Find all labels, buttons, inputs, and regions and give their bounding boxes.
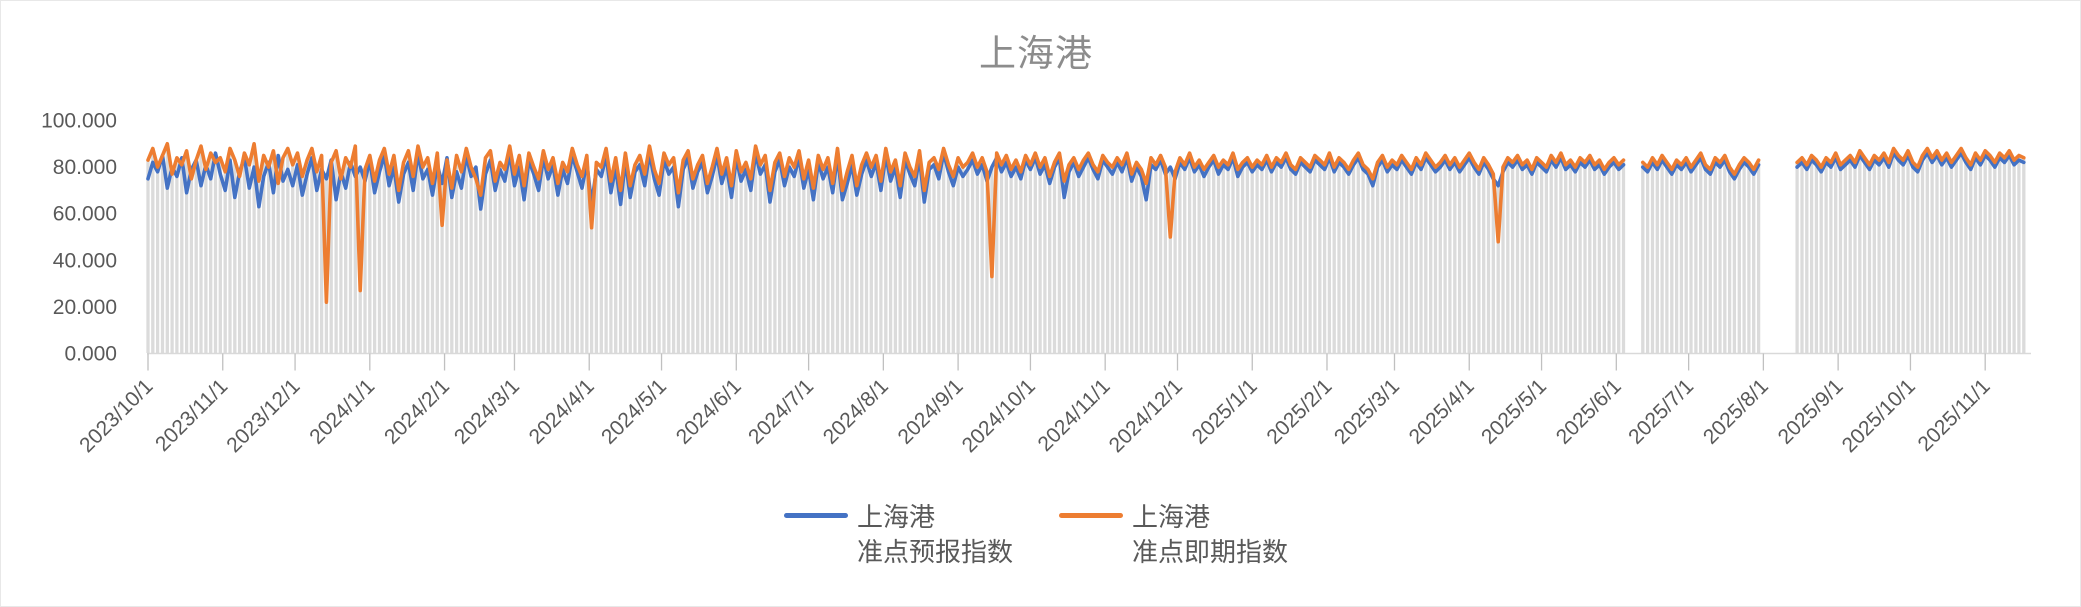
x-axis-tick-label: 2024/12/1 bbox=[1105, 375, 1187, 457]
y-axis-tick-label: 60.000 bbox=[53, 203, 117, 226]
x-axis-tick-label: 2024/10/1 bbox=[958, 375, 1040, 457]
y-axis-tick-label: 20.000 bbox=[53, 296, 117, 319]
y-axis-tick-label: 80.000 bbox=[53, 156, 117, 179]
x-axis-tick-label: 2024/6/1 bbox=[672, 375, 746, 449]
legend-label-forecast: 上海港 准点预报指数 bbox=[857, 500, 1013, 570]
x-axis-tick-label: 2024/9/1 bbox=[894, 375, 968, 449]
y-axis-tick-label: 0.000 bbox=[64, 343, 117, 366]
legend-item-forecast-index[interactable]: 上海港 准点预报指数 bbox=[783, 500, 1013, 570]
x-axis-tick-label: 2025/2/1 bbox=[1262, 375, 1336, 449]
legend-line-swatch-spot bbox=[1059, 513, 1123, 518]
legend-label-forecast-line1: 上海港 bbox=[856, 502, 935, 532]
x-axis-tick-label: 2024/2/1 bbox=[380, 375, 454, 449]
x-axis-tick-label: 2024/4/1 bbox=[525, 375, 599, 449]
x-axis-tick-label: 2025/6/1 bbox=[1552, 375, 1626, 449]
x-axis-tick-label: 2025/5/1 bbox=[1477, 375, 1551, 449]
x-axis-tick-label: 2025/10/1 bbox=[1838, 375, 1920, 457]
x-axis-tick-label: 2025/3/1 bbox=[1330, 375, 1404, 449]
chart-title: 上海港 bbox=[979, 33, 1093, 74]
x-axis-tick-label: 2024/8/1 bbox=[819, 375, 893, 449]
x-axis-tick-label: 2024/1/1 bbox=[305, 375, 379, 449]
y-axis-tick-label: 100.000 bbox=[41, 110, 117, 133]
y-axis-tick-label: 40.000 bbox=[53, 249, 117, 272]
x-axis-tick-label: 2023/12/1 bbox=[222, 375, 304, 457]
x-axis-tick-label: 2024/7/1 bbox=[744, 375, 818, 449]
legend-label-spot-line1: 上海港 bbox=[1132, 502, 1211, 532]
legend-label-spot: 上海港 准点即期指数 bbox=[1132, 500, 1288, 570]
x-axis-tick-label: 2024/3/1 bbox=[450, 375, 524, 449]
x-axis-tick-label: 2023/10/1 bbox=[75, 375, 157, 457]
x-axis-tick-label: 2025/1/1 bbox=[1188, 375, 1262, 449]
legend-label-forecast-line2: 准点预报指数 bbox=[856, 537, 1013, 567]
x-axis-tick-label: 2023/11/1 bbox=[151, 375, 232, 456]
x-axis-tick-label: 2025/4/1 bbox=[1405, 375, 1479, 449]
x-axis-tick-label: 2025/11/1 bbox=[1913, 375, 1994, 456]
x-axis-tick-label: 2024/11/1 bbox=[1033, 375, 1114, 456]
legend-item-spot-index[interactable]: 上海港 准点即期指数 bbox=[1059, 500, 1288, 570]
legend-label-spot-line2: 准点即期指数 bbox=[1132, 537, 1289, 567]
legend: 上海港 准点预报指数 上海港 准点即期指数 bbox=[1, 500, 2071, 570]
x-axis-tick-label: 2025/9/1 bbox=[1774, 375, 1848, 449]
x-axis-tick-label: 2025/7/1 bbox=[1624, 375, 1698, 449]
x-axis-tick-label: 2025/8/1 bbox=[1699, 375, 1773, 449]
x-axis-tick-label: 2024/5/1 bbox=[597, 375, 671, 449]
legend-line-swatch-forecast bbox=[783, 513, 848, 518]
series-line-spot-index[interactable] bbox=[146, 142, 2026, 304]
